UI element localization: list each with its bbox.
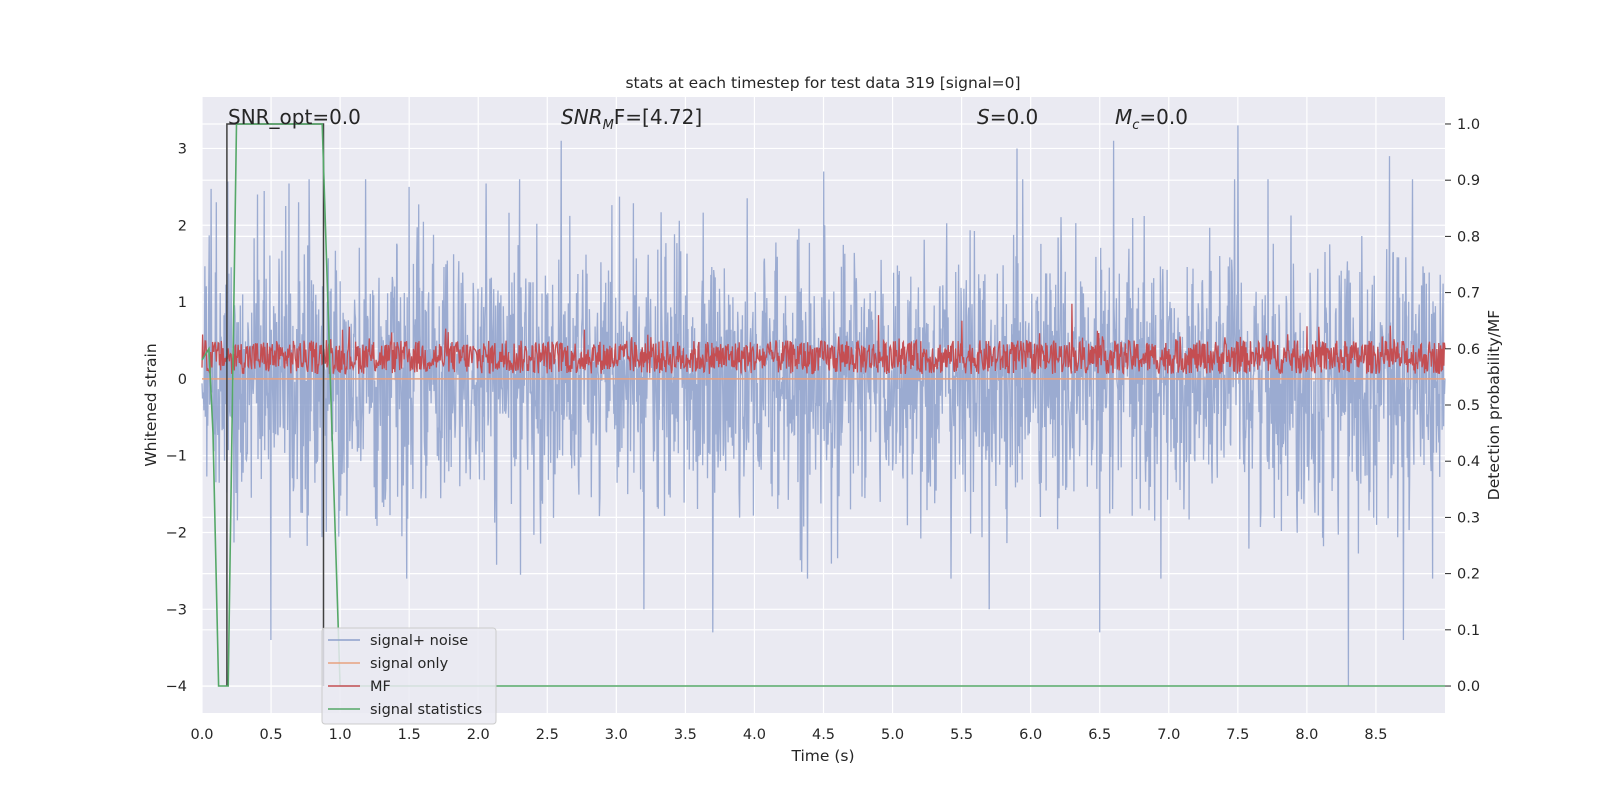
y-tick-label: 1 xyxy=(178,295,187,311)
x-axis-label: Time (s) xyxy=(790,747,854,765)
annotation-snr-mf-sub: M xyxy=(603,118,614,133)
annotation-mc-rest: =0.0 xyxy=(1139,105,1188,129)
y2-tick-label: 0.5 xyxy=(1457,398,1480,414)
y-axis-ticks: 3 2 1 0 −1 −2 −3 −4 xyxy=(166,141,187,695)
x-tick-label: 1.0 xyxy=(329,727,352,743)
x-tick-label: 3.5 xyxy=(674,727,697,743)
x-tick-label: 7.5 xyxy=(1226,727,1249,743)
annotation-snr-mf-rest: F=[4.72] xyxy=(614,105,702,129)
annotation-s: S=0.0 xyxy=(977,105,1038,129)
legend-label-signal-statistics: signal statistics xyxy=(370,702,482,718)
annotation-snr-mf-base: SNR xyxy=(561,105,603,129)
annotation-s-rest: =0.0 xyxy=(990,105,1039,129)
legend-label-signal-noise: signal+ noise xyxy=(370,633,468,649)
x-tick-label: 5.0 xyxy=(881,727,904,743)
x-tick-label: 2.0 xyxy=(467,727,490,743)
legend: signal+ noise signal only MF signal stat… xyxy=(321,627,497,725)
x-tick-label: 2.5 xyxy=(536,727,559,743)
x-tick-label: 3.0 xyxy=(605,727,628,743)
signal-noise-series xyxy=(201,125,1446,687)
y-tick-label: −4 xyxy=(166,679,187,695)
y2-tick-label: 0.2 xyxy=(1457,567,1480,583)
x-tick-label: 0.0 xyxy=(190,727,213,743)
x-tick-label: 6.5 xyxy=(1088,727,1111,743)
y2-axis-ticks: 1.0 0.9 0.8 0.7 0.6 0.5 0.4 0.3 0.2 0.1 0.0 xyxy=(1445,117,1480,695)
x-tick-label: 4.5 xyxy=(812,727,835,743)
y2-tick-label: 0.1 xyxy=(1457,623,1480,639)
y-tick-label: 3 xyxy=(178,141,187,157)
annotation-mc-sub: c xyxy=(1132,118,1139,133)
legend-label-mf: MF xyxy=(370,679,391,695)
x-tick-label: 6.0 xyxy=(1019,727,1042,743)
y2-tick-label: 0.7 xyxy=(1457,286,1480,302)
mf-line xyxy=(201,303,1446,376)
signal-noise-line xyxy=(201,125,1446,687)
annotation-mc-base: M xyxy=(1115,105,1132,129)
mf-series xyxy=(201,303,1446,376)
y2-tick-label: 1.0 xyxy=(1457,117,1480,133)
x-tick-label: 5.5 xyxy=(950,727,973,743)
y-tick-label: −1 xyxy=(166,449,187,465)
x-tick-label: 8.0 xyxy=(1295,727,1318,743)
x-tick-label: 4.0 xyxy=(743,727,766,743)
legend-box xyxy=(321,627,497,725)
y2-tick-label: 0.8 xyxy=(1457,229,1480,245)
annotation-snr-opt: SNR_opt=0.0 xyxy=(228,105,361,129)
y2-tick-label: 0.9 xyxy=(1457,173,1480,189)
x-axis-ticks: 0.0 0.5 1.0 1.5 2.0 2.5 3.0 3.5 4.0 4.5 5.0 5.5 6.0 6… xyxy=(190,727,1387,743)
annotation-s-base: S xyxy=(977,105,990,129)
y-tick-label: −2 xyxy=(166,526,187,542)
annotation-mc: Mc=0.0 xyxy=(1115,105,1188,133)
x-tick-label: 8.5 xyxy=(1364,727,1387,743)
y-tick-label: −3 xyxy=(166,602,187,618)
x-tick-label: 1.5 xyxy=(398,727,421,743)
y-tick-label: 0 xyxy=(178,372,187,388)
x-tick-label: 7.0 xyxy=(1157,727,1180,743)
annotation-snr-mf: SNRMF=[4.72] xyxy=(561,105,702,133)
x-tick-label: 0.5 xyxy=(260,727,283,743)
legend-label-signal-only: signal only xyxy=(370,656,449,672)
y2-tick-label: 0.0 xyxy=(1457,679,1480,695)
y2-tick-label: 0.4 xyxy=(1457,454,1480,470)
chart-title: stats at each timestep for test data 319… xyxy=(625,74,1020,92)
y-tick-label: 2 xyxy=(178,218,187,234)
y2-tick-label: 0.3 xyxy=(1457,510,1480,526)
y2-tick-label: 0.6 xyxy=(1457,342,1480,358)
y2-axis-label: Detection probability/MF xyxy=(1485,310,1503,501)
y-axis-label: Whitened strain xyxy=(142,343,160,466)
